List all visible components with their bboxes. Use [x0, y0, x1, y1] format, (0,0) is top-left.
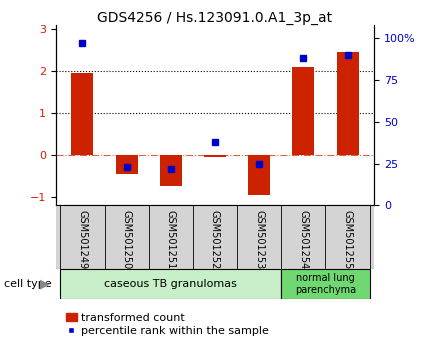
Bar [337, 52, 359, 155]
Bar [60, 269, 281, 299]
Text: ▶: ▶ [40, 278, 50, 291]
Bar [160, 155, 182, 187]
Bar [204, 155, 226, 157]
Text: GSM501252: GSM501252 [210, 210, 220, 270]
Legend: transformed count, percentile rank within the sample: transformed count, percentile rank withi… [61, 308, 274, 341]
Text: GSM501250: GSM501250 [122, 210, 132, 270]
Text: caseous TB granulomas: caseous TB granulomas [104, 279, 237, 289]
Text: normal lung
parenchyma: normal lung parenchyma [295, 273, 356, 295]
Text: GSM501253: GSM501253 [254, 210, 264, 270]
Bar [292, 67, 314, 155]
Text: GSM501254: GSM501254 [298, 210, 308, 270]
Text: cell type: cell type [4, 279, 52, 289]
Bar [116, 155, 138, 174]
Bar [281, 269, 370, 299]
Text: GSM501251: GSM501251 [166, 210, 176, 270]
Text: GSM501249: GSM501249 [77, 210, 87, 269]
Bar [71, 73, 93, 155]
Bar [248, 155, 270, 195]
Text: GDS4256 / Hs.123091.0.A1_3p_at: GDS4256 / Hs.123091.0.A1_3p_at [98, 11, 332, 25]
Text: GSM501255: GSM501255 [343, 210, 353, 270]
